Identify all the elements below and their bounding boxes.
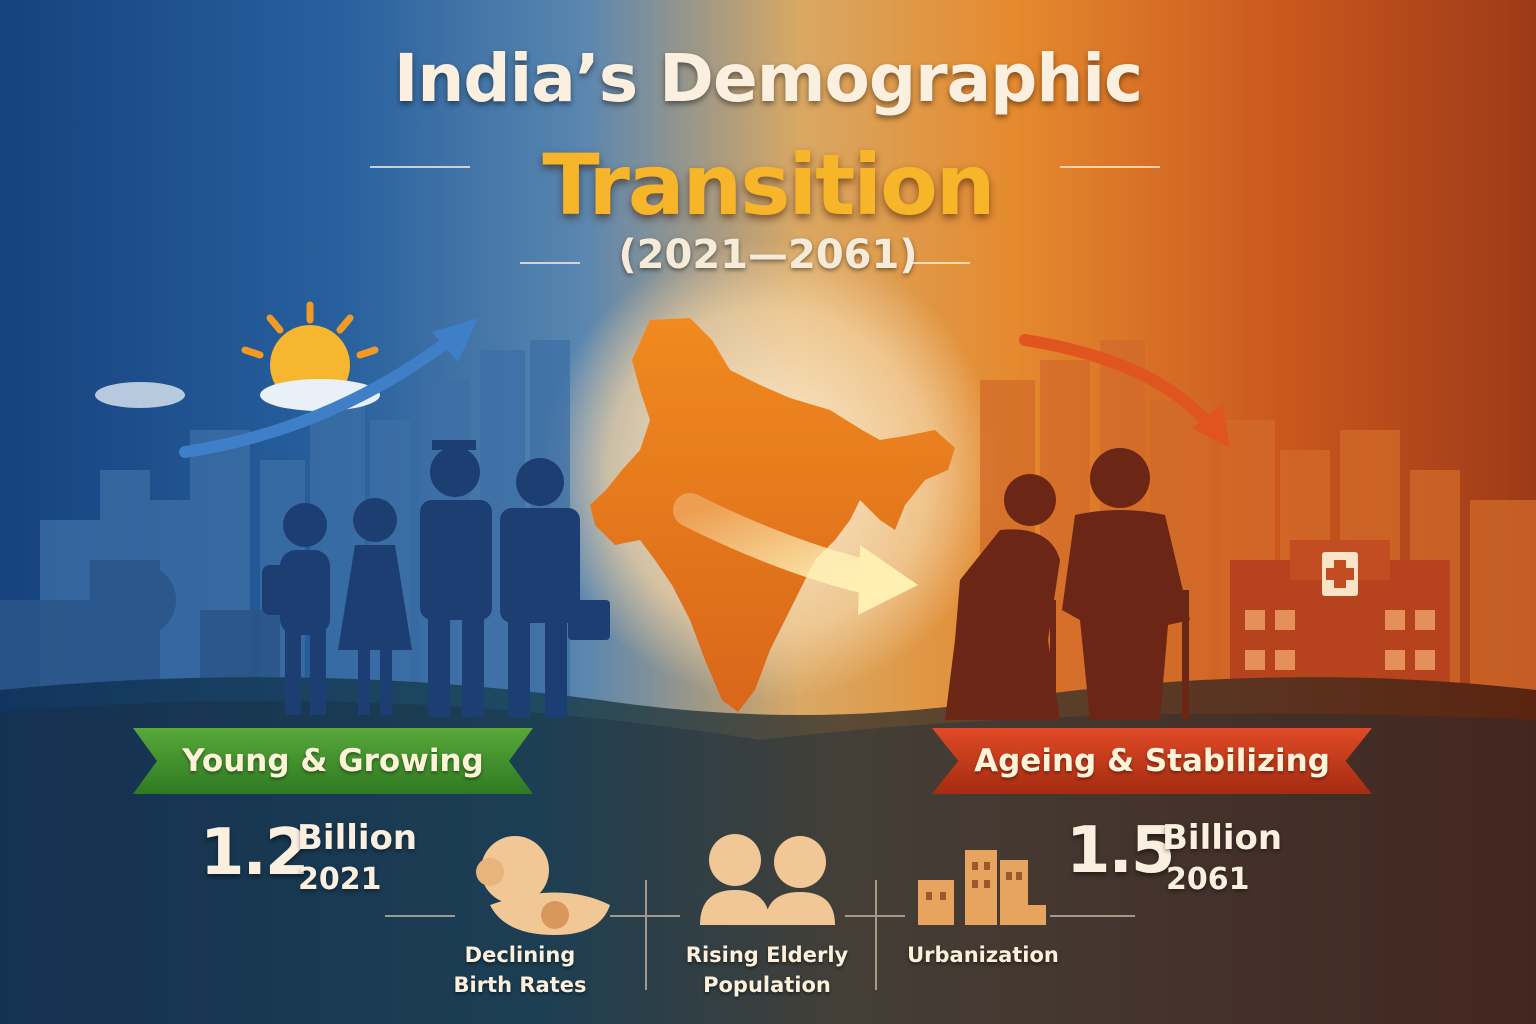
feature-urbanization: Urbanization <box>898 940 1068 970</box>
feature-rising-elderly-population: Rising Elderly Population <box>672 940 862 1000</box>
title-rule-right <box>1060 166 1160 168</box>
feature-caption-line-1: Declining <box>464 943 576 967</box>
decline-arrow <box>1019 334 1230 448</box>
feature-caption-line-1: Rising Elderly <box>685 943 849 967</box>
title-rule-left <box>370 166 470 168</box>
city-buildings-icon <box>918 850 1046 925</box>
years-rule-left <box>520 262 580 264</box>
years-rule-right <box>910 262 970 264</box>
feature-caption-line-1: Urbanization <box>907 943 1059 967</box>
feature-caption-line-2: Birth Rates <box>453 973 587 997</box>
title-years: (2021—2061) <box>618 232 918 278</box>
right-population-unit: Billion <box>1162 818 1283 858</box>
right-population-value: 1.5 <box>1066 814 1175 888</box>
left-year: 2021 <box>298 862 382 897</box>
ageing-stabilizing-ribbon: Ageing & Stabilizing <box>932 728 1372 794</box>
india-map <box>590 318 955 712</box>
sun-icon <box>95 301 380 411</box>
young-growing-ribbon: Young & Growing <box>133 728 533 794</box>
feature-caption-line-2: Population <box>703 973 831 997</box>
title-line-2: Transition <box>542 136 995 234</box>
feature-dividers <box>385 880 1135 990</box>
elderly-couple-icon <box>700 834 835 925</box>
left-population-value: 1.2 <box>200 816 309 890</box>
baby-icon <box>476 836 610 935</box>
transition-arrow <box>673 493 918 615</box>
young-family-silhouettes <box>262 440 610 718</box>
elderly-couple-silhouettes <box>945 448 1190 720</box>
title-line-1: India’s Demographic <box>393 40 1143 117</box>
growth-arrow <box>179 318 478 458</box>
left-population-unit: Billion <box>297 818 418 858</box>
right-year: 2061 <box>1166 862 1250 897</box>
feature-declining-birth-rates: Declining Birth Rates <box>440 940 600 1000</box>
